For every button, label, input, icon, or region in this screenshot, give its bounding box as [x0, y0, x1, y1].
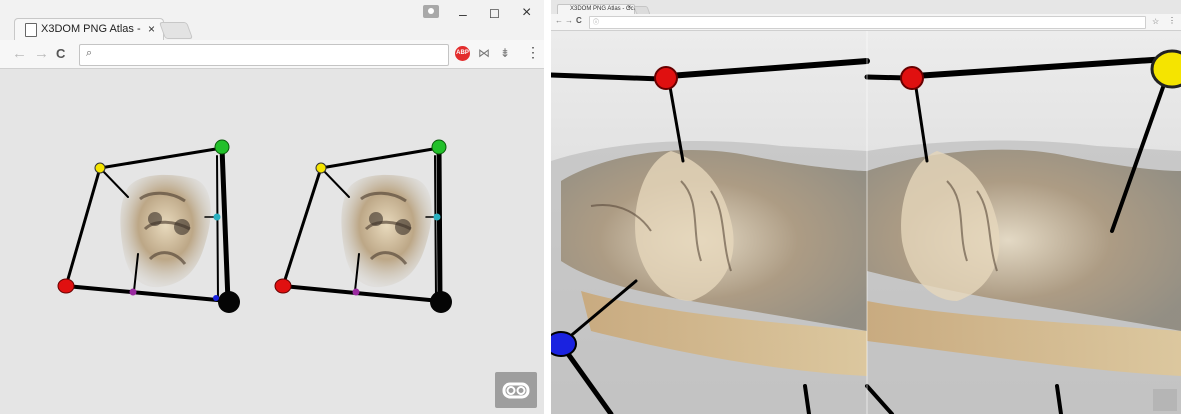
address-bar[interactable]: ⌕: [79, 44, 449, 66]
purple-marker[interactable]: [352, 288, 360, 296]
browser-toolbar: ← → C ⌕ ABP ⋈ ⇟ ⋮: [0, 40, 544, 69]
bounding-frame: [64, 145, 231, 304]
reload-button[interactable]: C: [56, 46, 66, 61]
stereo-view-left: [57, 139, 240, 313]
page-icon: [25, 23, 37, 37]
browser-tab[interactable]: X3DOM PNG Atlas - Ocu ×: [14, 18, 164, 41]
x3dom-canvas-right[interactable]: [551, 31, 1181, 414]
tab-close-icon[interactable]: ×: [147, 22, 155, 36]
browser-toolbar: ← → C ⓘ ☆ ⋮: [551, 14, 1181, 31]
profile-icon[interactable]: [423, 5, 439, 18]
vr-mode-button[interactable]: [1153, 389, 1177, 411]
red-marker[interactable]: [900, 66, 924, 90]
blue-marker[interactable]: [551, 331, 577, 357]
black-marker[interactable]: [218, 291, 240, 313]
tab-title: X3DOM PNG Atlas - Ocu: [570, 6, 638, 12]
purple-marker[interactable]: [129, 288, 137, 296]
red-marker[interactable]: [654, 66, 678, 90]
volume-render: [120, 174, 211, 288]
adblock-icon[interactable]: ABP: [455, 46, 470, 61]
forward-button[interactable]: →: [565, 16, 573, 25]
address-input[interactable]: [100, 46, 444, 64]
zoom-view-left: [551, 58, 870, 414]
tab-strip: X3DOM PNG Atlas - Ocu ×: [551, 0, 1181, 15]
zoom-view-right: [864, 49, 1181, 414]
red-marker[interactable]: [57, 278, 75, 294]
extension-icon[interactable]: ⋈: [478, 46, 490, 60]
window-divider: [544, 0, 551, 414]
address-bar[interactable]: ⓘ: [589, 16, 1146, 29]
black-marker[interactable]: [430, 291, 452, 313]
yellow-marker[interactable]: [94, 162, 106, 174]
vr-mode-button[interactable]: [495, 372, 537, 408]
tab-title: X3DOM PNG Atlas - Ocu: [41, 23, 141, 35]
close-window-button[interactable]: ×: [522, 4, 532, 21]
maximize-button[interactable]: ☐: [489, 7, 500, 21]
new-tab-button[interactable]: [158, 22, 194, 39]
bounding-frame: [281, 145, 443, 304]
menu-icon[interactable]: ⋮: [526, 44, 540, 60]
red-marker[interactable]: [274, 278, 292, 294]
back-button[interactable]: ←: [12, 45, 27, 62]
minimize-button[interactable]: –: [459, 6, 467, 22]
cyan-marker[interactable]: [213, 213, 221, 221]
back-button[interactable]: ←: [555, 16, 563, 25]
tab-strip: X3DOM PNG Atlas - Ocu × – ☐ ×: [0, 0, 544, 41]
volume-render: [341, 174, 432, 288]
green-marker[interactable]: [431, 139, 447, 155]
stereo-scene-zoomed[interactable]: [551, 31, 1181, 414]
blue-marker[interactable]: [213, 295, 219, 301]
forward-button[interactable]: →: [34, 45, 49, 62]
tab-close-icon[interactable]: ×: [627, 5, 631, 11]
cyan-marker[interactable]: [433, 213, 441, 221]
yellow-marker[interactable]: [315, 162, 327, 174]
x3dom-canvas-left[interactable]: [0, 69, 544, 414]
dropbox-icon[interactable]: ⇟: [500, 46, 511, 60]
reload-button[interactable]: C: [576, 16, 582, 25]
stereo-view-right: [274, 139, 452, 313]
green-marker[interactable]: [214, 139, 230, 155]
bookmark-star-icon[interactable]: ☆: [1152, 17, 1160, 26]
search-icon: ⌕: [86, 47, 93, 59]
left-browser-window: X3DOM PNG Atlas - Ocu × – ☐ × ← → C ⌕ AB…: [0, 0, 544, 414]
stereo-scene[interactable]: [0, 69, 544, 414]
menu-icon[interactable]: ⋮: [1168, 16, 1176, 25]
yellow-marker[interactable]: [1150, 49, 1181, 89]
vr-goggles-icon: [502, 382, 530, 399]
info-icon: ⓘ: [593, 20, 600, 26]
right-browser-window: X3DOM PNG Atlas - Ocu × ← → C ⓘ ☆ ⋮: [551, 0, 1181, 414]
